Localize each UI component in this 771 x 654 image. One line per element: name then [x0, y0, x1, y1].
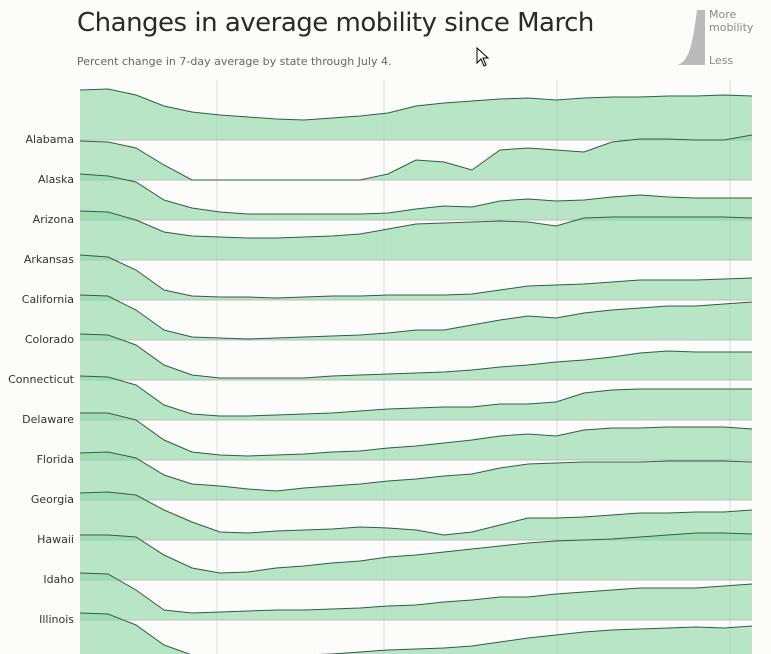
row-label: Illinois: [39, 613, 74, 626]
row-label: Colorado: [25, 333, 74, 346]
chart-subtitle: Percent change in 7-day average by state…: [77, 55, 392, 68]
chart-title: Changes in average mobility since March: [77, 8, 594, 38]
ridge-area: [80, 295, 752, 340]
ridge-area: [80, 533, 752, 580]
ridge-area: [80, 255, 752, 300]
ridge-line: [79, 88, 753, 121]
row-label: Alabama: [25, 133, 74, 146]
row-label: Delaware: [22, 413, 74, 426]
legend-shape: [677, 10, 705, 65]
ridge-line: [79, 173, 752, 215]
ridge-area: [80, 613, 752, 654]
ridge-line: [79, 134, 753, 181]
row-label: Idaho: [43, 573, 74, 586]
ridge-line: [79, 491, 753, 536]
ridge-line: [79, 572, 753, 614]
ridge-area: [80, 452, 752, 500]
ridge-line: [80, 412, 753, 457]
ridge-area: [80, 211, 752, 260]
legend-low: Less: [709, 54, 734, 67]
ridge-line: [79, 294, 753, 340]
legend-high: More mobility: [709, 8, 754, 34]
row-label: Hawaii: [37, 533, 74, 546]
cursor: [476, 46, 490, 67]
ridge-line: [79, 612, 753, 654]
row-label: Florida: [37, 453, 74, 466]
row-label: Georgia: [31, 493, 74, 506]
row-label: Arizona: [33, 213, 74, 226]
ridge-line: [79, 210, 753, 239]
row-label: Connecticut: [8, 373, 75, 386]
ridge-area: [80, 174, 752, 220]
row-label: Alaska: [38, 173, 74, 186]
ridge-area: [80, 89, 752, 140]
ridge-line: [79, 375, 752, 417]
ridge-line: [79, 451, 753, 492]
row-label: Arkansas: [24, 253, 74, 266]
ridge-area: [80, 573, 752, 620]
ridge-line: [80, 532, 753, 574]
ridge-area: [80, 376, 752, 420]
ridge-area: [80, 135, 752, 180]
ridge-area: [80, 413, 752, 460]
ridge-area: [80, 334, 752, 380]
ridge-line: [79, 333, 752, 379]
ridge-area: [80, 492, 752, 540]
ridge-line: [79, 254, 753, 299]
row-label: California: [22, 293, 74, 306]
